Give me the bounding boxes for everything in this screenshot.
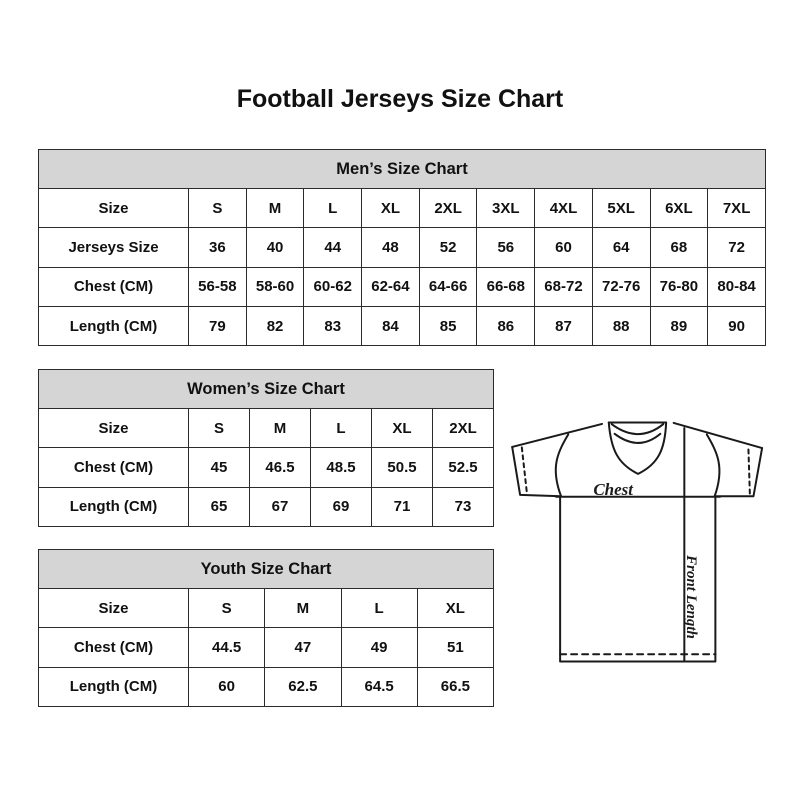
svg-text:Front Length: Front Length bbox=[683, 554, 699, 639]
svg-text:Chest: Chest bbox=[593, 480, 634, 499]
